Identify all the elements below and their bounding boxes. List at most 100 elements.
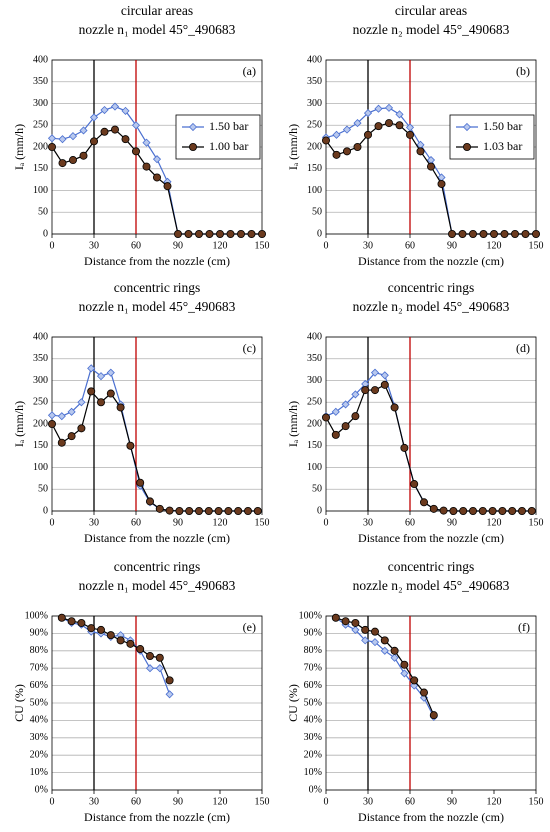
marker xyxy=(90,137,99,146)
y-tick-label: 150 xyxy=(33,163,48,174)
y-tick-label: 200 xyxy=(33,418,48,429)
y-tick-label: 0 xyxy=(317,505,322,516)
marker xyxy=(87,364,96,373)
marker xyxy=(361,625,370,634)
x-tick-label: 150 xyxy=(255,796,270,807)
y-tick-label: 50 xyxy=(38,207,48,218)
y-tick-label: 100 xyxy=(307,462,322,473)
y-tick-label: 250 xyxy=(307,397,322,408)
marker xyxy=(194,506,203,515)
y-tick-label: 100 xyxy=(307,185,322,196)
y-tick-label: 70% xyxy=(304,662,322,673)
y-tick-label: 60% xyxy=(304,680,322,691)
plot-frame xyxy=(51,615,263,791)
x-tick-label: 120 xyxy=(487,796,502,807)
y-tick-label: 200 xyxy=(307,141,322,152)
x-tick-label: 120 xyxy=(487,517,502,528)
chart-subtitle: nozzle n₂ model 45°_490683 xyxy=(353,578,510,593)
marker xyxy=(145,664,155,673)
y-tick-label: 350 xyxy=(33,76,48,87)
marker xyxy=(488,506,497,515)
y-axis-label: Iₐ (mm/h) xyxy=(12,124,26,170)
plot-frame xyxy=(325,615,537,791)
marker xyxy=(152,173,161,182)
marker xyxy=(419,498,428,507)
marker xyxy=(68,132,78,141)
y-tick-label: 300 xyxy=(307,375,322,386)
x-tick-label: 90 xyxy=(447,240,457,251)
y-tick-label: 400 xyxy=(33,331,48,342)
y-tick-label: 50% xyxy=(304,697,322,708)
marker xyxy=(331,613,340,622)
y-tick-label: 50 xyxy=(312,207,322,218)
marker xyxy=(479,229,488,238)
chart-title: concentric rings xyxy=(114,280,201,295)
legend-label: 1.03 bar xyxy=(483,139,522,153)
x-tick-label: 60 xyxy=(131,517,141,528)
marker xyxy=(363,130,372,139)
legend-box xyxy=(175,114,261,160)
marker xyxy=(395,121,404,130)
y-tick-label: 0 xyxy=(317,228,322,239)
marker xyxy=(145,497,154,506)
x-axis-label: Distance from the nozzle (cm) xyxy=(358,810,504,824)
marker xyxy=(342,147,351,156)
series-line xyxy=(325,384,532,512)
x-tick-label: 30 xyxy=(89,517,99,528)
marker xyxy=(69,156,78,165)
marker xyxy=(370,368,380,377)
marker xyxy=(353,142,362,151)
marker xyxy=(332,130,341,139)
marker xyxy=(341,400,350,409)
y-tick-label: 250 xyxy=(33,120,48,131)
chart-title: concentric rings xyxy=(388,559,475,574)
marker xyxy=(384,119,393,128)
x-axis-label: Distance from the nozzle (cm) xyxy=(84,810,230,824)
marker xyxy=(184,229,193,238)
marker xyxy=(116,636,125,645)
x-tick-label: 60 xyxy=(405,240,415,251)
marker xyxy=(106,389,115,398)
x-tick-label: 60 xyxy=(405,517,415,528)
marker xyxy=(458,229,467,238)
chart-title: circular areas xyxy=(121,3,193,18)
chart-subtitle: nozzle n₁ model 45°_490683 xyxy=(79,299,236,314)
marker xyxy=(155,664,164,673)
marker xyxy=(426,162,435,171)
marker xyxy=(498,506,507,515)
marker xyxy=(77,424,86,433)
y-tick-label: 300 xyxy=(33,98,48,109)
marker xyxy=(243,506,252,515)
marker xyxy=(226,229,235,238)
series-line xyxy=(335,617,435,718)
marker xyxy=(67,432,76,441)
y-tick-label: 350 xyxy=(307,76,322,87)
x-tick-label: 0 xyxy=(50,796,55,807)
marker xyxy=(331,430,340,439)
marker xyxy=(390,403,399,412)
marker xyxy=(236,229,245,238)
marker xyxy=(521,229,530,238)
marker xyxy=(87,387,96,396)
legend-label: 1.00 bar xyxy=(209,139,248,153)
marker xyxy=(106,368,115,377)
marker xyxy=(370,386,379,395)
marker xyxy=(321,136,330,145)
marker xyxy=(332,150,341,159)
marker xyxy=(518,506,527,515)
y-tick-label: 70% xyxy=(30,662,48,673)
panel-label: (e) xyxy=(243,620,256,634)
legend-marker xyxy=(462,142,471,151)
x-tick-label: 90 xyxy=(173,517,183,528)
marker xyxy=(77,398,86,407)
y-tick-label: 90% xyxy=(304,628,322,639)
marker xyxy=(410,676,419,685)
marker xyxy=(508,506,517,515)
y-tick-label: 250 xyxy=(307,120,322,131)
x-tick-label: 30 xyxy=(363,240,373,251)
marker xyxy=(67,617,76,626)
marker xyxy=(468,229,477,238)
y-tick-label: 400 xyxy=(307,331,322,342)
y-tick-label: 50 xyxy=(38,484,48,495)
marker xyxy=(341,617,350,626)
